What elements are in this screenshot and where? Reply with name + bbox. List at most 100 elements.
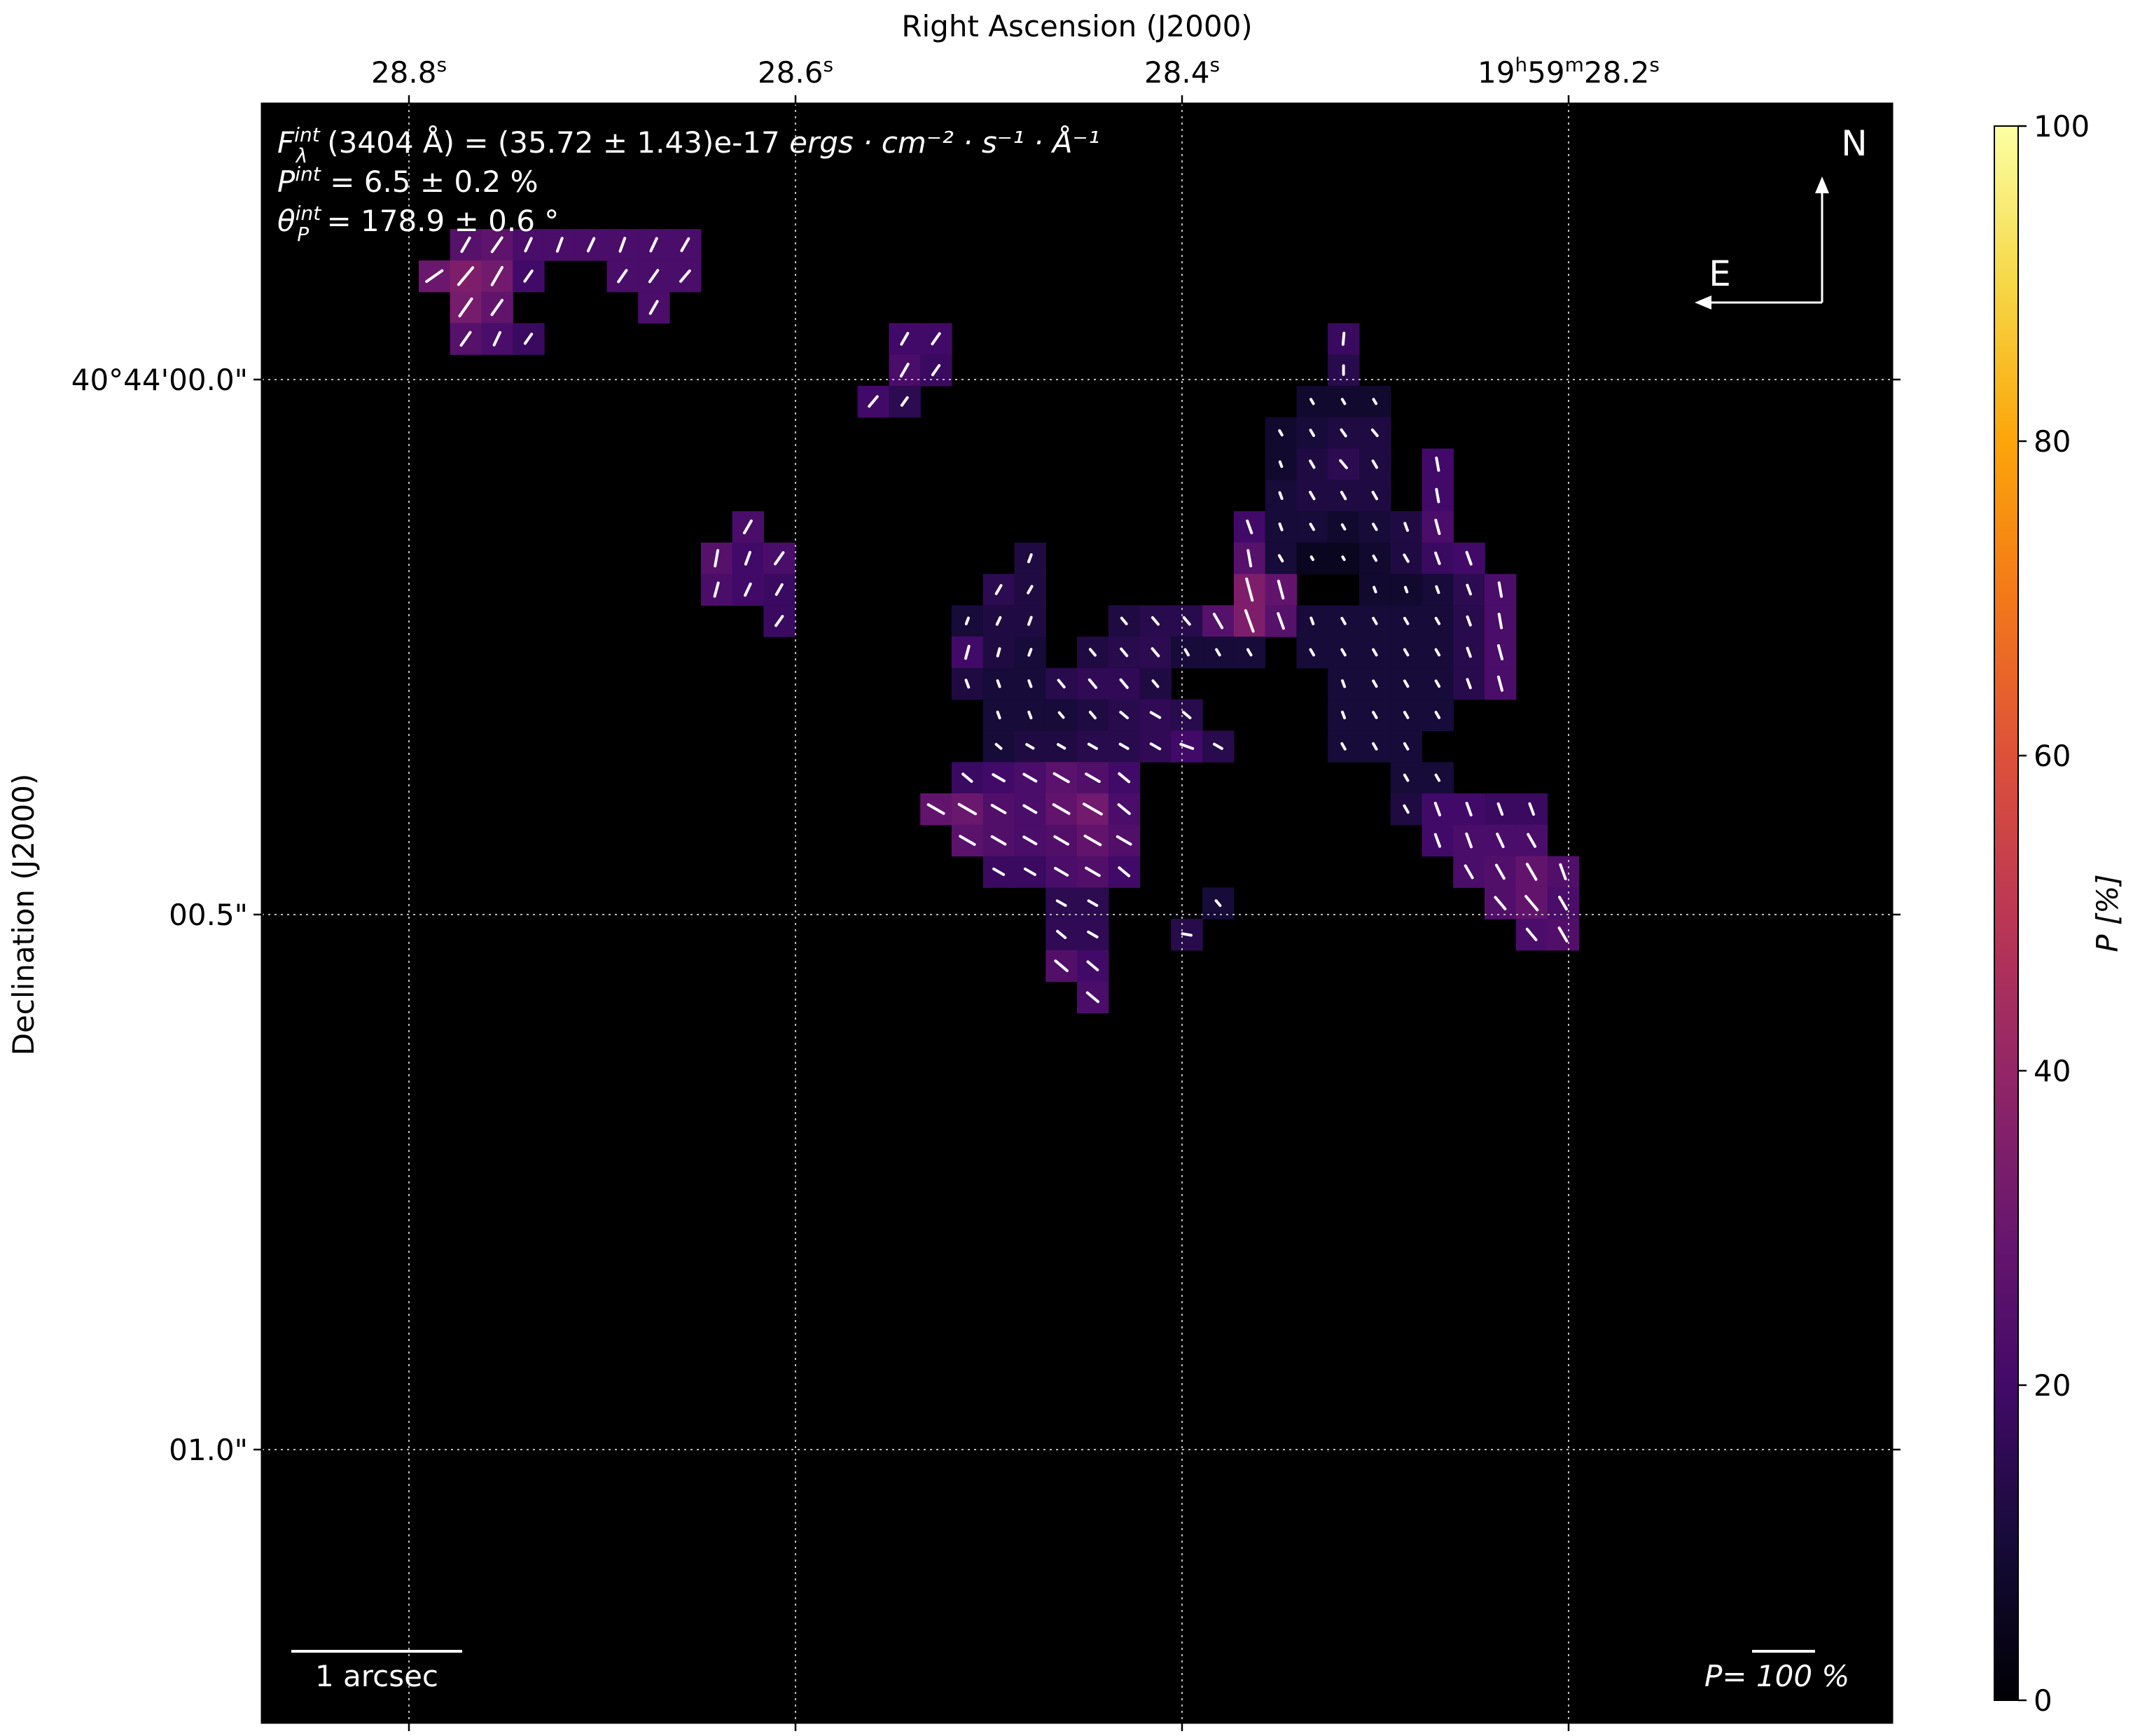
polarization-vector <box>1027 648 1033 657</box>
polarization-vector <box>1372 555 1378 562</box>
polarization-vector <box>1087 899 1099 907</box>
polarization-vector <box>1027 616 1033 626</box>
polarization-vector <box>1119 678 1129 689</box>
colorbar-ticks <box>2018 125 2027 1702</box>
polarization-vector <box>1085 772 1101 783</box>
polarization-vector <box>1246 519 1253 534</box>
polarization-vector <box>1372 616 1378 625</box>
polarization-vector <box>1496 802 1504 816</box>
polarization-vector <box>1278 429 1284 437</box>
polarization-vector <box>1212 613 1224 630</box>
polarization-vector <box>1309 522 1315 532</box>
scale-bar-label: 1 arcsec <box>315 1659 438 1693</box>
polarization-vector <box>1339 459 1348 469</box>
polarization-vector <box>555 237 564 253</box>
polarization-vector <box>1403 553 1410 563</box>
compass-north-label: N <box>1841 123 1867 164</box>
polarization-vector <box>1464 864 1474 880</box>
polarization-vector <box>1340 523 1347 531</box>
polarization-vector <box>618 237 627 253</box>
polarization-degree-annotation: Pint = 6.5 ± 0.2 % <box>277 162 538 199</box>
polarization-vector <box>679 269 691 283</box>
polarization-vector <box>460 236 471 254</box>
polarization-vector <box>1309 490 1316 501</box>
polarization-vector <box>1086 960 1099 971</box>
polarization-vector <box>1340 428 1347 438</box>
polarization-vector <box>1340 398 1347 405</box>
polarization-vector <box>1088 710 1097 720</box>
plot-frame <box>260 102 1894 1724</box>
polarization-vector <box>1372 711 1378 719</box>
polarization-vector <box>1117 803 1131 815</box>
polarization-vector <box>1433 833 1441 848</box>
polarization-vector <box>964 644 971 660</box>
polarization-vector <box>1118 742 1130 750</box>
colorbar-label: P [%] <box>2090 874 2125 952</box>
polarization-vector <box>1085 866 1101 877</box>
polarization-vector <box>1022 835 1038 845</box>
polarization-vector <box>957 803 977 816</box>
colorbar: 0 20 40 60 80 100 P [%] <box>1994 109 2125 1718</box>
polarization-vector <box>1341 710 1347 720</box>
y-tick-label: 01.0" <box>169 1433 248 1467</box>
x-tick-label: 28.8s <box>371 53 447 90</box>
polarization-vector <box>1340 490 1347 501</box>
compass: N E <box>1695 123 1868 310</box>
integrated-values-annotation: Fint λ (3404 Å) = (35.72 ± 1.43)e-17 ergs … <box>277 123 1100 246</box>
polarization-vector <box>1403 773 1410 782</box>
colorbar-gradient <box>1994 125 2019 1701</box>
polarization-vector <box>1434 518 1441 535</box>
colorbar-tick-label: 60 <box>2034 739 2071 773</box>
vector-scale-label: P= 100 % <box>1704 1659 1849 1693</box>
polarization-vector <box>996 679 1001 688</box>
polarization-vector <box>1054 959 1069 973</box>
colorbar-tick-label: 20 <box>2034 1368 2071 1403</box>
polarization-vector <box>523 269 534 283</box>
polarization-vector <box>1495 863 1506 880</box>
x-tick-label: 28.6s <box>758 53 833 90</box>
polarization-vector <box>1497 613 1503 630</box>
polarization-vector <box>1083 834 1102 847</box>
polarization-angle-annotation: θint P = 178.9 ± 0.6 ° <box>277 202 559 246</box>
polarization-vector <box>1057 679 1066 689</box>
polarization-vector <box>931 363 941 377</box>
polarization-vector <box>1277 579 1285 600</box>
polarization-vector <box>1278 491 1284 500</box>
polarization-vector <box>1277 554 1284 563</box>
polarization-vector <box>992 773 1006 783</box>
polarization-vector <box>1434 773 1441 782</box>
polarization-vector <box>1151 679 1160 688</box>
polarization-vector <box>1434 551 1441 565</box>
polarization-vector <box>1466 646 1472 658</box>
polarization-vector <box>457 266 475 286</box>
colorbar-tick-label: 0 <box>2034 1683 2052 1718</box>
polarization-vector <box>1403 679 1410 688</box>
polarization-vector <box>1085 991 1099 1004</box>
polarization-vector <box>1182 616 1191 626</box>
polarization-vector <box>1341 555 1346 562</box>
polarization-vector <box>1246 648 1253 657</box>
polarization-vector <box>1309 616 1315 625</box>
polarization-vector <box>1119 711 1129 720</box>
x-axis-label: Right Ascension (J2000) <box>901 9 1252 43</box>
polarization-vector <box>1434 711 1441 719</box>
polarization-vector <box>744 550 751 566</box>
polarization-vector <box>459 331 472 347</box>
polarization-vector <box>774 551 785 566</box>
tick-marks <box>253 95 1901 1731</box>
grid-lines <box>262 104 1892 1723</box>
polarization-vector <box>990 803 1007 814</box>
polarization-vector <box>1181 932 1193 937</box>
colorbar-tick-label: 80 <box>2034 424 2071 459</box>
polarization-vector <box>1214 899 1222 908</box>
polarization-vector <box>1527 833 1537 848</box>
polarization-vector <box>1023 867 1036 876</box>
polarization-vector <box>1524 895 1539 912</box>
polarization-vector <box>743 519 753 534</box>
polarization-vector <box>1181 711 1192 720</box>
polarization-vector <box>1215 648 1221 657</box>
compass-east-arrowhead <box>1695 296 1711 310</box>
polarization-vector <box>1433 801 1441 817</box>
polarization-vector <box>1277 612 1285 630</box>
polarization-vector <box>1151 616 1160 626</box>
